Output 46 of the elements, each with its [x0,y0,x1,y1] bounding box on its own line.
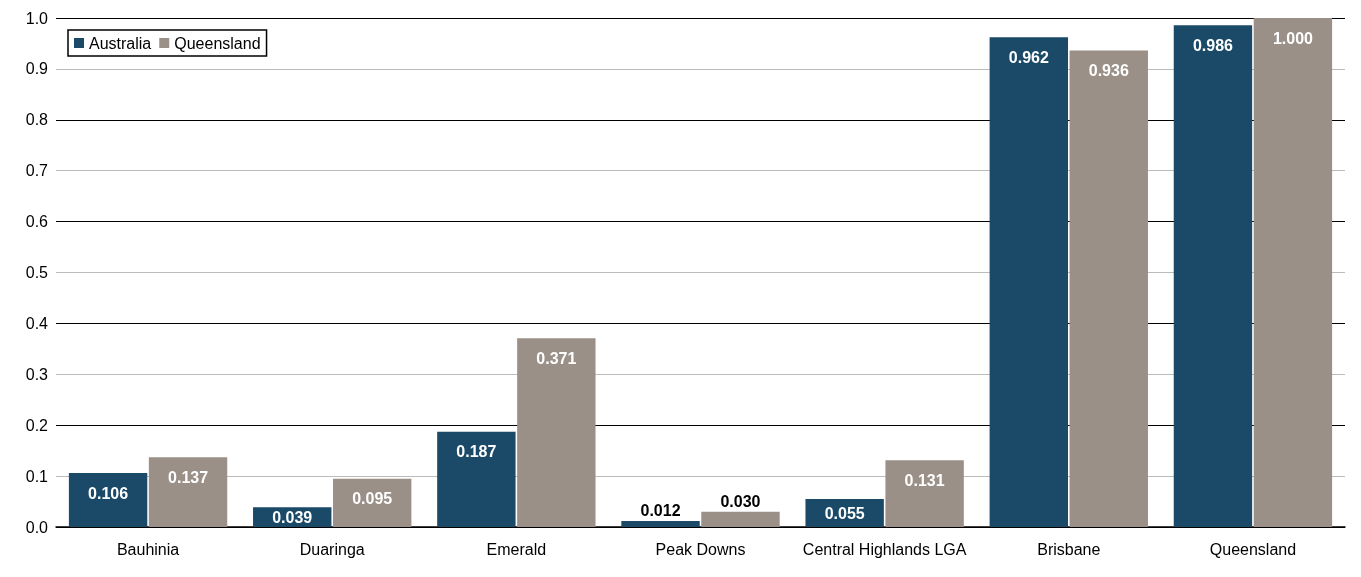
x-tick-label: Emerald [486,540,547,558]
data-label: 0.012 [640,502,681,520]
x-tick-label: Bauhinia [116,540,180,558]
bar [1069,50,1148,527]
bar [621,520,700,527]
bar [885,460,964,527]
data-label: 0.030 [720,493,761,511]
x-tick-label: Brisbane [1037,540,1101,558]
y-tick-label: 1.0 [25,9,49,27]
bar [437,431,516,527]
bar [1253,18,1333,527]
x-tick-label: Duaringa [299,540,365,558]
data-label: 0.039 [272,508,313,526]
bar [333,478,412,527]
y-tick-label: 0.2 [25,416,49,434]
bar [68,473,148,527]
y-tick-label: 0.4 [25,314,49,332]
bar [517,338,596,527]
legend-label: Australia [89,34,152,52]
bar [989,37,1068,527]
data-label: 0.095 [352,490,393,508]
y-tick-label: 0.5 [25,264,49,281]
bar [1173,25,1253,527]
data-label: 0.131 [904,471,945,489]
legend-label: Queensland [174,34,261,52]
y-tick-label: 0.6 [25,213,49,231]
data-label: 0.371 [536,349,577,367]
y-tick-label: 0.8 [25,111,49,129]
data-label: 0.106 [88,484,129,502]
x-tick-label: Queensland [1209,540,1297,558]
data-label: 0.055 [824,504,865,522]
data-label: 0.187 [456,443,497,461]
data-label: 0.986 [1192,36,1234,54]
bar [701,511,780,527]
bar [148,457,228,527]
x-tick-label: Central Highlands LGA [802,540,967,558]
data-label: 0.936 [1088,62,1129,80]
data-label: 1.000 [1272,29,1314,47]
y-tick-label: 0.7 [25,162,49,180]
y-tick-label: 0.9 [25,60,49,78]
data-label: 0.962 [1008,48,1049,66]
y-tick-label: 0.3 [25,365,49,383]
data-label: 0.137 [168,468,209,486]
x-tick-label: Peak Downs [655,540,746,558]
y-tick-label: 0.0 [25,518,49,536]
y-tick-label: 0.1 [25,467,49,485]
